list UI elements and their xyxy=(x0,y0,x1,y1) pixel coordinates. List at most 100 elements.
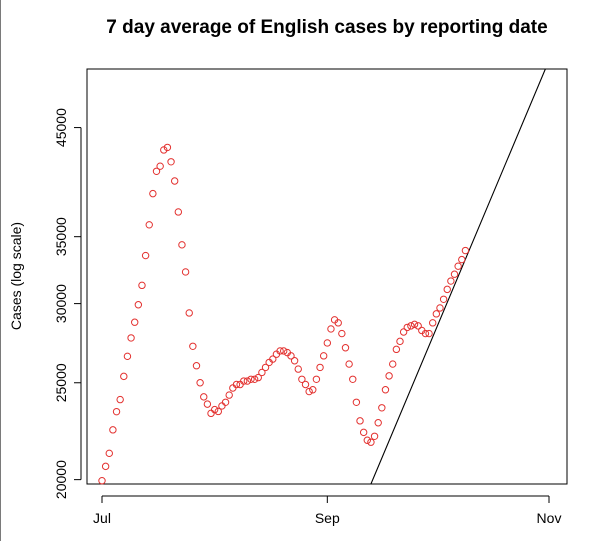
data-point xyxy=(152,167,161,175)
data-point xyxy=(170,177,179,185)
data-point xyxy=(352,398,361,406)
plot-frame xyxy=(86,68,568,485)
data-point xyxy=(367,438,375,446)
data-point xyxy=(374,419,382,427)
data-point xyxy=(378,404,386,412)
data-point xyxy=(178,241,186,249)
data-point xyxy=(443,285,451,294)
data-point xyxy=(203,400,212,408)
y-tick-label: 20000 xyxy=(53,460,69,499)
data-point xyxy=(305,387,313,396)
data-point xyxy=(210,405,219,414)
y-axis-label: Cases (log scale) xyxy=(8,222,24,330)
data-point xyxy=(323,339,332,347)
data-point xyxy=(439,295,448,303)
data-point xyxy=(381,386,390,394)
data-point xyxy=(298,375,306,383)
y-tick-label: 45000 xyxy=(53,108,69,147)
data-point xyxy=(334,319,342,327)
data-point xyxy=(189,342,197,350)
x-tick-label: Nov xyxy=(537,510,562,526)
y-tick-label: 35000 xyxy=(53,217,69,256)
data-point xyxy=(98,477,106,485)
data-point xyxy=(120,372,128,381)
data-point xyxy=(192,362,201,370)
data-point xyxy=(399,328,408,336)
data-points-layer xyxy=(98,143,470,485)
data-point xyxy=(207,409,215,418)
data-point xyxy=(141,251,150,260)
data-point xyxy=(174,208,183,216)
data-point xyxy=(338,329,346,338)
data-point xyxy=(461,246,470,255)
data-point xyxy=(127,334,135,342)
data-point xyxy=(149,189,157,198)
data-point xyxy=(429,319,437,327)
data-point xyxy=(407,322,415,330)
data-point xyxy=(123,352,132,361)
trend-line-layer xyxy=(370,69,546,484)
window-left-edge xyxy=(0,0,1,541)
data-point xyxy=(276,347,284,355)
data-point xyxy=(218,402,226,410)
data-point xyxy=(421,329,430,338)
chart-title: 7 day average of English cases by report… xyxy=(106,17,547,38)
data-point xyxy=(425,329,433,338)
y-tick-label: 30000 xyxy=(53,284,69,323)
data-point xyxy=(163,143,172,152)
data-point xyxy=(327,325,335,333)
data-point xyxy=(301,380,310,389)
data-point xyxy=(316,363,324,372)
data-point xyxy=(145,221,153,229)
data-point xyxy=(454,262,462,270)
data-point xyxy=(116,395,124,404)
data-point xyxy=(247,375,255,383)
data-point xyxy=(349,375,357,383)
data-point xyxy=(258,368,266,377)
data-point xyxy=(458,255,466,264)
data-point xyxy=(341,344,350,352)
data-point xyxy=(294,365,302,373)
data-point xyxy=(105,449,113,458)
data-point xyxy=(156,162,164,170)
data-point xyxy=(250,375,259,383)
data-point xyxy=(287,352,295,360)
data-point xyxy=(436,304,444,312)
x-tick-label: Sep xyxy=(315,510,340,526)
data-point xyxy=(109,426,117,434)
data-point xyxy=(134,301,143,309)
data-point xyxy=(396,337,404,346)
data-point xyxy=(359,428,368,437)
data-point xyxy=(356,417,364,425)
y-axis: 20000 25000 30000 35000 45000 xyxy=(53,108,82,499)
data-point xyxy=(261,363,270,372)
data-point xyxy=(385,372,393,380)
data-point xyxy=(232,380,241,389)
data-point xyxy=(450,270,459,278)
data-point xyxy=(432,310,441,318)
data-point xyxy=(181,268,190,276)
data-point xyxy=(243,377,252,385)
data-point xyxy=(309,386,317,394)
x-axis: Jul Sep Nov xyxy=(93,495,562,526)
data-point xyxy=(370,432,379,440)
trend-line xyxy=(370,69,546,484)
y-tick-label: 25000 xyxy=(53,363,69,402)
data-point xyxy=(345,360,353,368)
data-point xyxy=(410,320,419,329)
data-point xyxy=(269,355,277,363)
data-point xyxy=(214,407,222,416)
data-point xyxy=(280,347,288,355)
data-point xyxy=(392,345,401,354)
data-point xyxy=(221,398,230,406)
data-point xyxy=(185,309,193,317)
data-point xyxy=(319,352,328,360)
data-point xyxy=(414,322,422,330)
data-point xyxy=(229,384,237,392)
data-point xyxy=(254,373,262,382)
data-point xyxy=(131,318,139,326)
data-point xyxy=(167,158,175,166)
data-point xyxy=(403,323,411,332)
data-point xyxy=(138,281,146,290)
